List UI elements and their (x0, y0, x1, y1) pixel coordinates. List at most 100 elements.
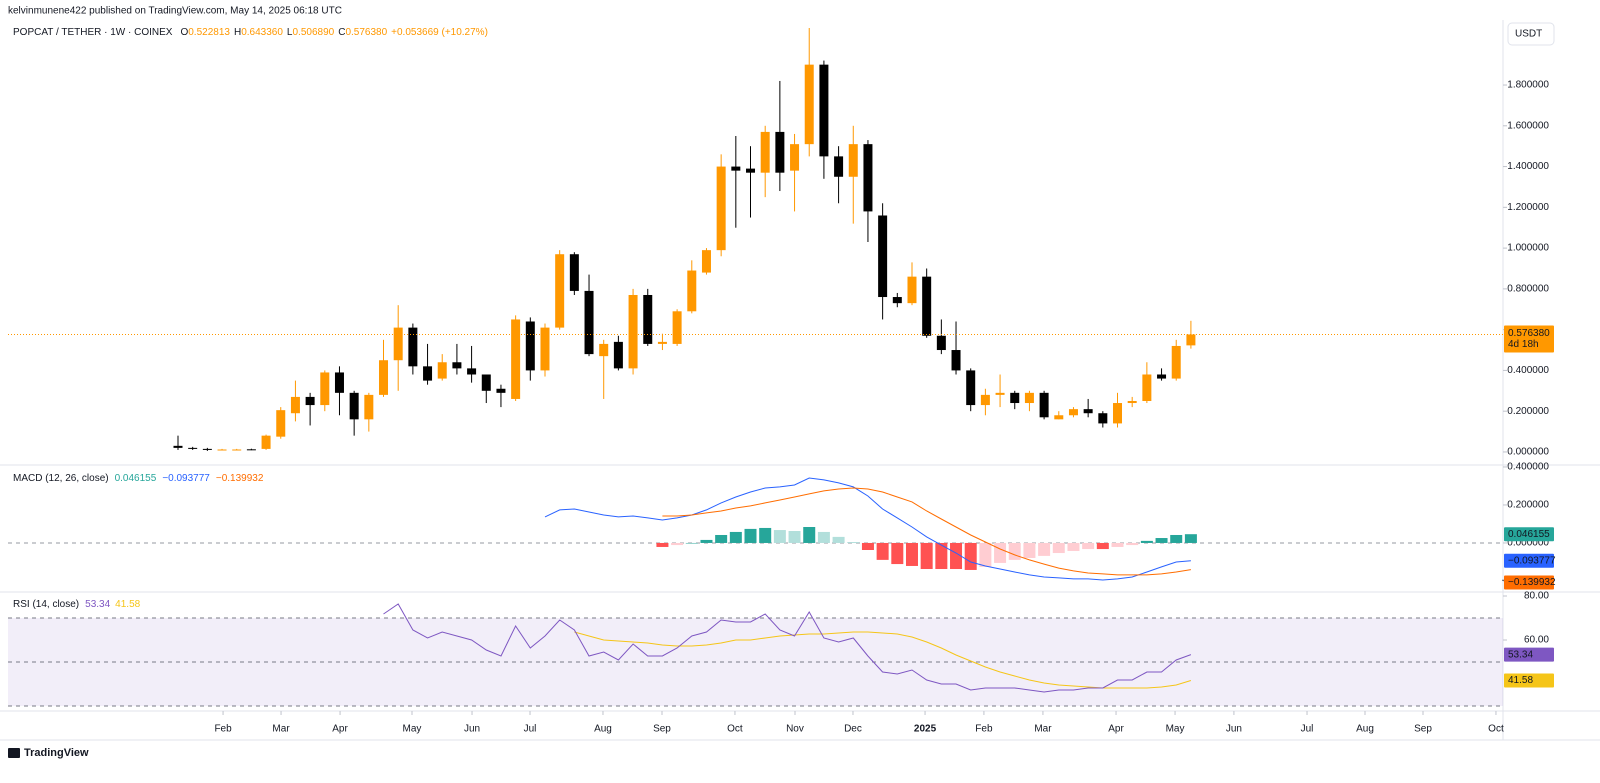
candle-body (452, 362, 462, 369)
y-tick-label: 1.600000 (1507, 120, 1549, 131)
x-tick-label: May (1166, 724, 1185, 735)
histogram-last-value: 0.046155 (1508, 529, 1550, 540)
y-tick-label: 0.400000 (1507, 462, 1549, 473)
histogram-bar (1052, 542, 1065, 554)
x-tick-label: Mar (1034, 724, 1052, 735)
brand: TradingView (8, 747, 89, 759)
histogram-bar (817, 531, 830, 543)
candle-body (892, 297, 902, 304)
histogram-bar (700, 539, 713, 543)
candle-body (569, 254, 579, 291)
x-tick-label: Jul (1301, 724, 1314, 735)
ohlc-value: 0.506890 (292, 27, 334, 38)
histogram-bar (803, 527, 816, 543)
candle-body (408, 327, 418, 367)
candle-body (217, 449, 227, 451)
x-tick-label: Apr (332, 724, 348, 735)
histogram-bar (994, 542, 1007, 563)
ohlc-key: C (338, 27, 345, 38)
histogram-bar (788, 530, 801, 543)
candle-body (775, 131, 785, 173)
candle-body (276, 410, 286, 437)
histogram-bar (861, 542, 874, 550)
last-price: 0.576380 (1508, 328, 1550, 339)
x-tick-label: Oct (1488, 724, 1504, 735)
histogram-bar (876, 542, 889, 560)
candle-body (305, 396, 315, 406)
x-tick-label: Dec (844, 724, 862, 735)
candle-body (613, 341, 623, 369)
candle-body (1142, 374, 1152, 401)
histogram-bar (832, 536, 845, 543)
candle-body (379, 360, 389, 395)
histogram-bar (905, 542, 918, 566)
candle-body (701, 250, 711, 273)
legend-value: 41.58 (115, 599, 140, 610)
histogram-bar (656, 542, 669, 547)
macd-legend: MACD (12, 26, close) 0.046155 −0.093777 −0.… (13, 473, 264, 484)
candle-body (1171, 345, 1181, 379)
histogram-bar (1008, 542, 1021, 560)
candle-body (334, 372, 344, 393)
histogram-bar (920, 542, 933, 570)
candle-body (481, 374, 491, 391)
candle-body (232, 449, 242, 451)
candle-body (907, 276, 917, 304)
ohlc-value: 0.576380 (345, 27, 387, 38)
candle-body (202, 448, 212, 450)
bar-countdown: 4d 18h (1508, 339, 1539, 350)
y-tick-label: 1.000000 (1507, 243, 1549, 254)
candle-body (966, 370, 976, 406)
histogram-bar (773, 530, 786, 543)
y-tick-label: 0.200000 (1507, 500, 1549, 511)
candle-body (393, 327, 403, 361)
candle-body (980, 394, 990, 406)
currency-label[interactable]: USDT (1515, 29, 1542, 40)
candle-body (511, 319, 521, 399)
histogram-bar (1067, 542, 1080, 551)
histogram-bar (1096, 542, 1109, 550)
published-note: kelvinmunene422 published on TradingView… (8, 6, 342, 17)
histogram-bar (1023, 542, 1036, 558)
y-tick-label: 60.00 (1524, 635, 1549, 646)
candle-body (1024, 392, 1034, 404)
x-tick-label: Sep (1414, 724, 1432, 735)
x-tick-label: Apr (1108, 724, 1124, 735)
brand-name: TradingView (24, 747, 89, 759)
candle-body (364, 394, 374, 420)
candle-body (804, 64, 814, 145)
x-tick-label: Feb (214, 724, 232, 735)
candle-body (834, 156, 844, 177)
candle-body (437, 362, 447, 379)
histogram-bar (685, 542, 698, 544)
ohlc-value: 0.522813 (188, 27, 230, 38)
legend-value: −0.139932 (216, 473, 264, 484)
ohlc-key: O (180, 27, 188, 38)
signal-last-value-box (1504, 575, 1554, 590)
currency-button[interactable] (1507, 22, 1555, 46)
histogram-bar (1126, 542, 1139, 546)
histogram-bar (1170, 534, 1183, 543)
ohlc-key: L (287, 27, 293, 38)
candle-body (819, 64, 829, 157)
y-tick-label: 1.400000 (1507, 161, 1549, 172)
indicator-line (574, 631, 1192, 689)
candle-body (349, 392, 359, 420)
legend-value: −0.093777 (162, 473, 210, 484)
x-tick-label: Feb (975, 724, 993, 735)
histogram-bar (964, 542, 977, 570)
last-price-box (1504, 325, 1554, 353)
candle-body (173, 445, 183, 448)
y-tick-label: 1.200000 (1507, 202, 1549, 213)
histogram-bar (1140, 540, 1153, 543)
candle-body (1113, 403, 1123, 424)
candle-body (188, 447, 198, 449)
candle-body (848, 144, 858, 177)
histogram-bar (1082, 542, 1095, 550)
candle-body (936, 335, 946, 351)
x-tick-label: May (403, 724, 422, 735)
indicator-line (383, 603, 1192, 693)
symbol-legend: POPCAT / TETHER · 1W · COINEX O0.522813 H0… (13, 27, 488, 38)
legend-value: 53.34 (85, 599, 110, 610)
indicator-line (544, 477, 1191, 581)
